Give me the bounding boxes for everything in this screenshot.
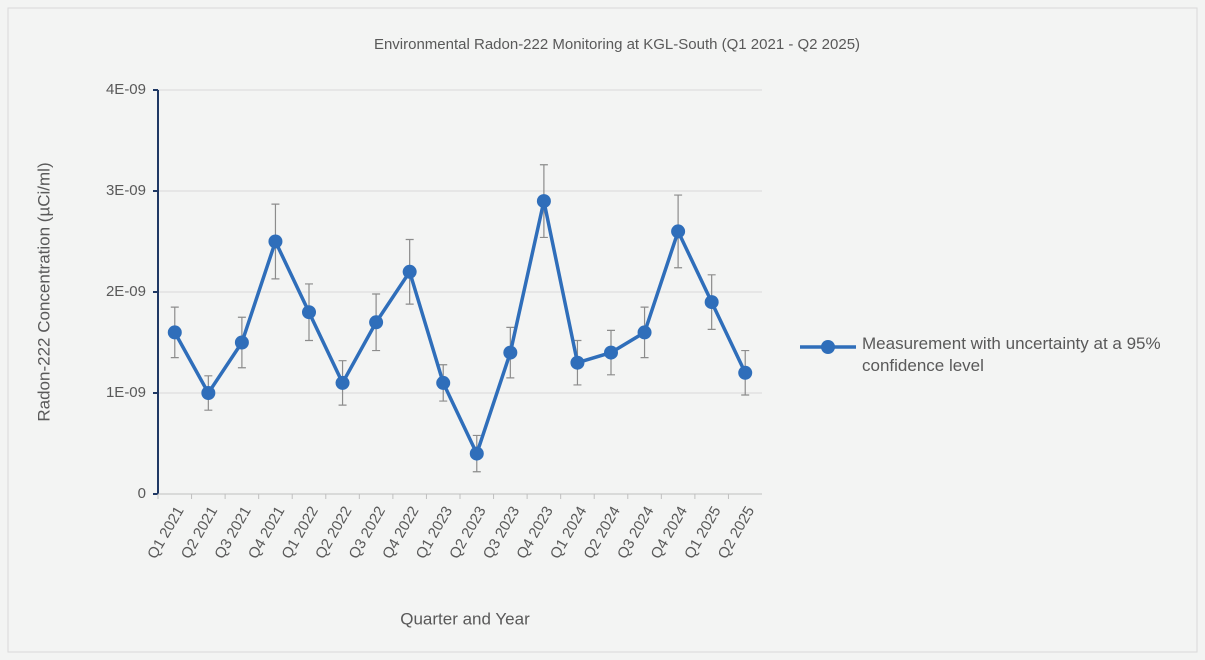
marker: [503, 345, 518, 360]
marker: [704, 295, 719, 310]
y-tick-label: 0: [138, 485, 146, 502]
chart-border: [7, 7, 1198, 653]
legend-label: Measurement with uncertainty at a 95% co…: [862, 334, 1161, 375]
marker: [536, 194, 551, 209]
marker: [436, 375, 451, 390]
y-axis-label: Radon-222 Concentration (µCi/ml): [34, 162, 53, 421]
marker: [402, 264, 417, 279]
marker: [369, 315, 384, 330]
marker: [738, 365, 753, 380]
marker: [570, 355, 585, 370]
marker: [234, 335, 249, 350]
marker: [637, 325, 652, 340]
legend-marker: [821, 340, 835, 354]
marker: [671, 224, 686, 239]
y-tick-label: 3E-09: [106, 182, 146, 199]
marker: [201, 386, 216, 400]
x-axis-label: Quarter and Year: [400, 609, 530, 628]
marker: [268, 234, 283, 249]
marker: [335, 375, 350, 390]
chart-title: Environmental Radon-222 Monitoring at KG…: [374, 36, 860, 53]
marker: [167, 325, 182, 340]
marker: [469, 446, 484, 461]
y-tick-label: 1E-09: [106, 384, 146, 401]
line: [173, 200, 747, 459]
marker: [604, 345, 618, 360]
y-tick-label: 2E-09: [106, 283, 146, 300]
y-tick-label: 4E-09: [106, 81, 146, 98]
marker: [302, 305, 316, 320]
